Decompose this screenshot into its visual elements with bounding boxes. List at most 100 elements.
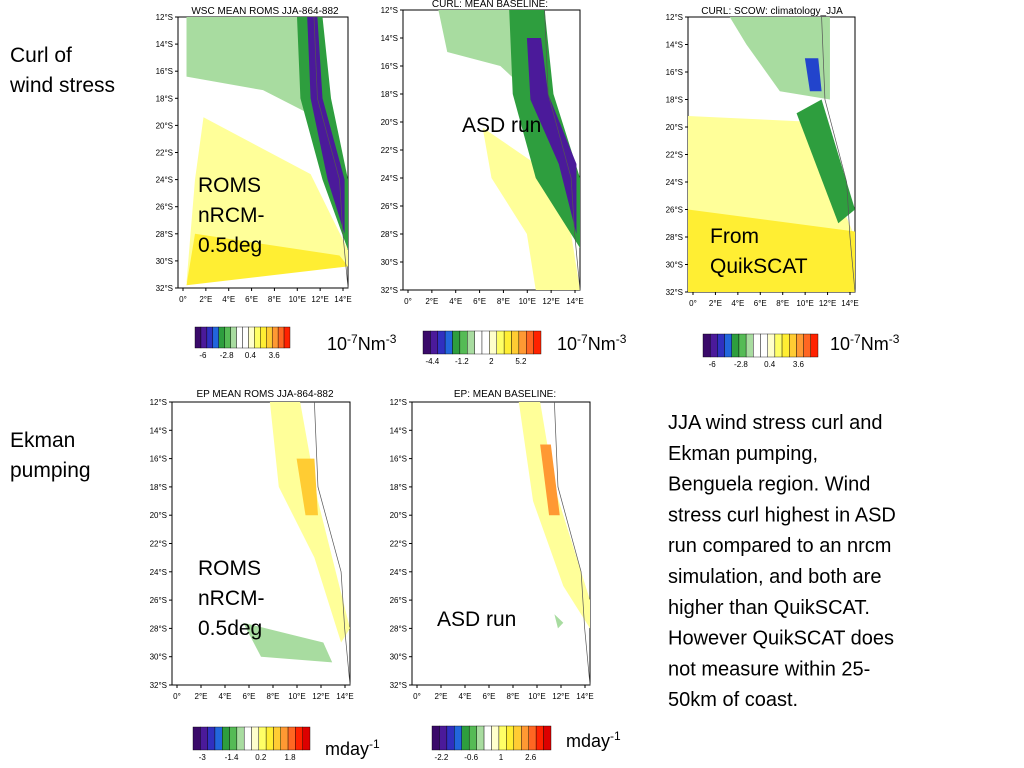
lon-label: 8°E bbox=[507, 692, 520, 701]
colorbar-swatch bbox=[422, 330, 431, 355]
colorbar-tick-label: 0.4 bbox=[764, 360, 776, 369]
unit-exponent: -7 bbox=[577, 332, 588, 346]
colorbar-swatch bbox=[767, 333, 776, 358]
unit-exponent: -3 bbox=[616, 332, 627, 346]
colorbar-tick-label: 0.2 bbox=[255, 753, 267, 762]
lat-label: 30°S bbox=[390, 653, 407, 662]
colorbar-swatch bbox=[481, 330, 490, 355]
map-panel: CURL: MEAN BASELINE: 12°S 14°S 16°S 18°S 20°S… bbox=[381, 0, 584, 306]
map-field bbox=[796, 99, 855, 224]
lon-label: 10°E bbox=[796, 299, 813, 308]
colorbar-swatch bbox=[503, 330, 512, 355]
map-field bbox=[688, 209, 855, 292]
lat-label: 24°S bbox=[150, 568, 167, 577]
colorbar-swatch bbox=[444, 330, 453, 355]
colorbar-swatch bbox=[454, 725, 462, 751]
colorbar-swatch bbox=[431, 725, 440, 751]
colorbar-swatch bbox=[222, 726, 230, 751]
caption-line: not measure within 25- bbox=[668, 658, 870, 680]
lon-label: 8°E bbox=[267, 692, 280, 701]
colorbar-tick-label: -2.2 bbox=[435, 753, 449, 762]
lon-label: 0° bbox=[179, 295, 187, 304]
lat-label: 12°S bbox=[390, 398, 407, 407]
coastline bbox=[313, 16, 349, 289]
caption-line: higher than QuikSCAT. bbox=[668, 597, 870, 619]
colorbar: -6 -2.8 0.4 3.6 10-7Nm-3 bbox=[702, 332, 900, 369]
colorbar-swatch bbox=[277, 326, 285, 349]
colorbar-swatch bbox=[468, 725, 477, 751]
lon-label: 2°E bbox=[195, 692, 208, 701]
colorbar: -2.2 -0.6 1 2.6 mday-1 bbox=[431, 725, 621, 762]
colorbar-swatch bbox=[709, 333, 718, 358]
colorbar-swatch bbox=[760, 333, 768, 358]
colorbar-tick-label: 1.8 bbox=[285, 753, 297, 762]
overlay-label: ASD run bbox=[437, 608, 516, 631]
lat-label: 12°S bbox=[150, 398, 167, 407]
unit-exponent: -3 bbox=[889, 332, 900, 346]
map-field bbox=[186, 17, 306, 112]
colorbar-unit: 10-7Nm-3 bbox=[830, 332, 900, 354]
unit-exponent: -1 bbox=[369, 737, 380, 751]
colorbar-swatch bbox=[206, 326, 214, 349]
row-label: pumping bbox=[10, 459, 91, 482]
overlay-label: QuikSCAT bbox=[710, 255, 808, 278]
lat-label: 30°S bbox=[156, 257, 173, 266]
map-field bbox=[540, 444, 560, 516]
map-field bbox=[804, 58, 822, 92]
colorbar-swatch bbox=[511, 330, 520, 355]
lon-label: 14°E bbox=[841, 299, 858, 308]
lat-label: 22°S bbox=[150, 540, 167, 549]
colorbar-swatch bbox=[724, 333, 732, 358]
colorbar-swatch bbox=[521, 725, 529, 751]
lon-label: 4°E bbox=[219, 692, 232, 701]
caption-line: simulation, and both are bbox=[668, 566, 881, 588]
lat-label: 22°S bbox=[390, 540, 407, 549]
colorbar: -4.4 -1.2 2 5.2 10-7Nm-3 bbox=[422, 330, 627, 366]
lon-label: 4°E bbox=[222, 295, 235, 304]
lon-label: 14°E bbox=[336, 692, 353, 701]
lat-label: 16°S bbox=[381, 62, 398, 71]
colorbar-swatch bbox=[526, 330, 534, 355]
lat-label: 32°S bbox=[156, 284, 173, 293]
lon-label: 0° bbox=[173, 692, 181, 701]
colorbar-swatch bbox=[506, 725, 515, 751]
colorbar-swatch bbox=[496, 330, 505, 355]
lon-label: 12°E bbox=[542, 297, 559, 306]
colorbar: -3 -1.4 0.2 1.8 mday-1 bbox=[192, 726, 380, 762]
map-field bbox=[186, 233, 348, 286]
colorbar-swatch bbox=[491, 725, 500, 751]
panel-title: CURL: MEAN BASELINE: bbox=[432, 0, 548, 10]
lon-label: 0° bbox=[404, 297, 412, 306]
unit-text: 10 bbox=[327, 334, 347, 354]
lon-label: 6°E bbox=[473, 297, 486, 306]
colorbar-swatch bbox=[745, 333, 754, 358]
unit-exponent: -7 bbox=[347, 332, 358, 346]
colorbar-swatch bbox=[702, 333, 711, 358]
lat-label: 20°S bbox=[390, 511, 407, 520]
colorbar-unit: 10-7Nm-3 bbox=[327, 332, 397, 354]
colorbar-swatch bbox=[218, 326, 225, 349]
map-panel: WSC MEAN ROMS JJA-864-882 12°S 14°S 16°S 18°… bbox=[156, 6, 352, 304]
lon-label: 6°E bbox=[483, 692, 496, 701]
lat-label: 14°S bbox=[381, 34, 398, 43]
lat-label: 32°S bbox=[390, 681, 407, 690]
colorbar-swatch bbox=[207, 726, 216, 751]
coastline bbox=[821, 16, 856, 293]
colorbar-swatch bbox=[796, 333, 804, 358]
colorbar-swatch bbox=[803, 333, 812, 358]
lat-label: 18°S bbox=[156, 94, 173, 103]
colorbar-swatch bbox=[243, 726, 252, 751]
overlay-label: From bbox=[710, 225, 759, 248]
colorbar-swatch bbox=[273, 726, 281, 751]
lat-label: 14°S bbox=[390, 426, 407, 435]
lon-label: 4°E bbox=[731, 299, 744, 308]
colorbar-swatch bbox=[192, 726, 201, 751]
map-field bbox=[526, 38, 577, 234]
colorbar-swatch bbox=[265, 726, 274, 751]
map-field bbox=[243, 622, 333, 663]
colorbar-swatch bbox=[498, 725, 507, 751]
lat-label: 32°S bbox=[666, 288, 683, 297]
lon-label: 8°E bbox=[497, 297, 510, 306]
lon-label: 10°E bbox=[288, 692, 305, 701]
panel-title: EP MEAN ROMS JJA-864-882 bbox=[196, 389, 334, 400]
